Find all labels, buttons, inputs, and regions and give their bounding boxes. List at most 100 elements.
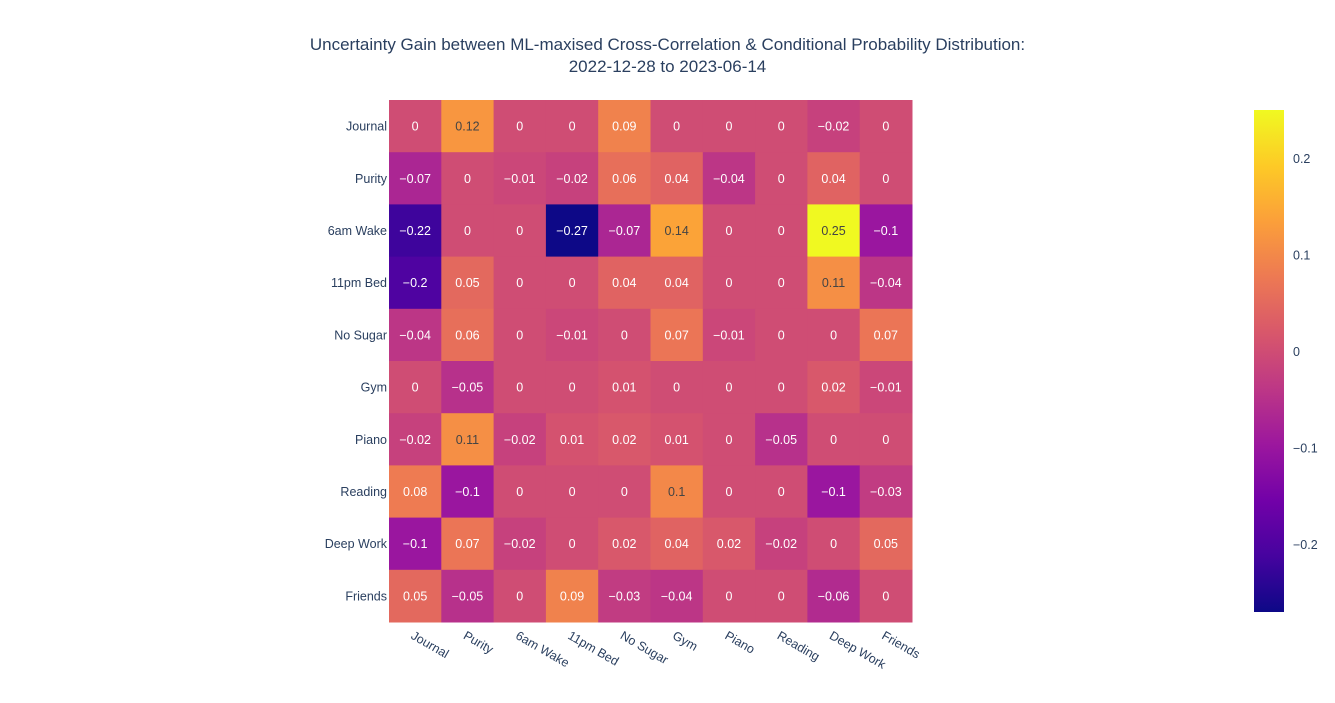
cell-value-label: 0.02 xyxy=(612,433,636,447)
x-tick-label: Reading xyxy=(775,628,822,663)
heatmap-cell xyxy=(650,256,704,310)
cell-value-label: 0.11 xyxy=(456,433,479,447)
heatmap-cell xyxy=(493,204,547,258)
heatmap-cell xyxy=(493,308,547,362)
cell-value-label: 0 xyxy=(516,328,523,342)
cell-value-label: −0.1 xyxy=(821,485,846,499)
heatmap-cell xyxy=(545,308,599,362)
heatmap-cell xyxy=(493,569,547,623)
cell-value-label: 0.11 xyxy=(822,276,845,290)
chart-title-line-1: Uncertainty Gain between ML-maxised Cros… xyxy=(309,35,1026,54)
heatmap-cell xyxy=(859,517,913,571)
chart-title-line-2: 2022-12-28 to 2023-06-14 xyxy=(568,57,767,76)
cell-value-label: −0.02 xyxy=(556,172,588,186)
heatmap-cell xyxy=(702,100,756,153)
y-axis: Journal Purity 6am Wake 11pm Bed No Sugar Gym… xyxy=(325,120,388,604)
heatmap-cell-labels: 0 0.12 0 0 0.09 0 0 0 −0.02 0 −0.07 0 −0.01 −0.02 0.06… xyxy=(399,120,901,604)
cell-value-label: 0.01 xyxy=(664,433,688,447)
cell-value-label: 0 xyxy=(882,433,889,447)
cell-value-label: −0.05 xyxy=(452,589,484,603)
x-tick-label: Gym xyxy=(670,628,700,653)
cell-value-label: −0.07 xyxy=(399,172,431,186)
heatmap-cell xyxy=(389,308,442,362)
heatmap-cell xyxy=(441,569,495,623)
y-tick-label: Purity xyxy=(355,172,388,186)
cell-value-label: 0.1 xyxy=(668,485,685,499)
heatmap-cell xyxy=(807,152,861,205)
cell-value-label: 0.05 xyxy=(403,589,427,603)
heatmap-cell xyxy=(389,413,442,466)
cell-value-label: −0.01 xyxy=(504,172,536,186)
cell-value-label: 0 xyxy=(882,589,889,603)
cell-value-label: 0 xyxy=(621,328,628,342)
cell-value-label: 0.12 xyxy=(455,120,479,134)
cell-value-label: 0.04 xyxy=(664,276,688,290)
cell-value-label: 0.25 xyxy=(821,224,845,238)
heatmap-cell xyxy=(598,308,651,362)
x-tick-label: Purity xyxy=(461,628,496,656)
cell-value-label: 0.01 xyxy=(560,433,584,447)
heatmap-cell xyxy=(493,517,547,571)
heatmap-cell xyxy=(807,308,861,362)
heatmap-cell xyxy=(755,308,808,362)
y-tick-label: Friends xyxy=(345,589,387,603)
x-tick-label: 6am Wake xyxy=(513,628,571,670)
colorbar-tick-label: −0.2 xyxy=(1293,538,1318,552)
cell-value-label: 0 xyxy=(516,589,523,603)
cell-value-label: 0 xyxy=(725,589,732,603)
heatmap-cell xyxy=(545,361,599,414)
heatmap-cell xyxy=(441,100,495,153)
cell-value-label: 0 xyxy=(464,224,471,238)
heatmap-cell xyxy=(598,204,651,258)
cell-value-label: −0.02 xyxy=(504,537,536,551)
heatmap-cell xyxy=(755,569,808,623)
cell-value-label: −0.02 xyxy=(399,433,431,447)
heatmap-cell xyxy=(702,256,756,310)
heatmap-cell xyxy=(493,465,547,519)
heatmap-cell xyxy=(389,204,442,258)
cell-value-label: 0 xyxy=(830,328,837,342)
cell-value-label: 0 xyxy=(778,224,785,238)
heatmap-cell xyxy=(598,517,651,571)
y-tick-label: Journal xyxy=(346,120,387,134)
heatmap-cell xyxy=(807,361,861,414)
heatmap-cell xyxy=(702,517,756,571)
colorbar-tick-label: −0.1 xyxy=(1293,441,1318,455)
cell-value-label: 0 xyxy=(778,120,785,134)
heatmap-cell xyxy=(441,152,495,205)
heatmap-cell xyxy=(545,204,599,258)
cell-value-label: 0 xyxy=(778,276,785,290)
heatmap-cell xyxy=(493,256,547,310)
heatmap-cell xyxy=(807,256,861,310)
cell-value-label: 0.05 xyxy=(874,537,898,551)
heatmap-cell xyxy=(650,100,704,153)
cell-value-label: 0 xyxy=(778,589,785,603)
heatmap-cell xyxy=(859,465,913,519)
heatmap-cell xyxy=(650,204,704,258)
cell-value-label: 0.02 xyxy=(821,381,845,395)
cell-value-label: 0.14 xyxy=(664,224,688,238)
cell-value-label: −0.2 xyxy=(403,276,428,290)
cell-value-label: 0 xyxy=(778,172,785,186)
cell-value-label: 0 xyxy=(569,485,576,499)
heatmap-cell xyxy=(755,152,808,205)
heatmap-cell xyxy=(545,256,599,310)
heatmap-cell xyxy=(702,361,756,414)
heatmap-cell xyxy=(807,413,861,466)
heatmap-cell xyxy=(755,100,808,153)
cell-value-label: 0.04 xyxy=(821,172,845,186)
heatmap-cell xyxy=(859,361,913,414)
cell-value-label: 0 xyxy=(412,381,419,395)
cell-value-label: 0 xyxy=(830,537,837,551)
heatmap-cell xyxy=(859,569,913,623)
heatmap-cell xyxy=(807,465,861,519)
cell-value-label: −0.03 xyxy=(870,485,902,499)
heatmap-cell xyxy=(859,413,913,466)
cell-value-label: 0.04 xyxy=(664,172,688,186)
heatmap-cell xyxy=(807,517,861,571)
cell-value-label: 0 xyxy=(725,381,732,395)
cell-value-label: −0.02 xyxy=(818,120,850,134)
cell-value-label: 0 xyxy=(725,433,732,447)
heatmap-cell xyxy=(598,256,651,310)
